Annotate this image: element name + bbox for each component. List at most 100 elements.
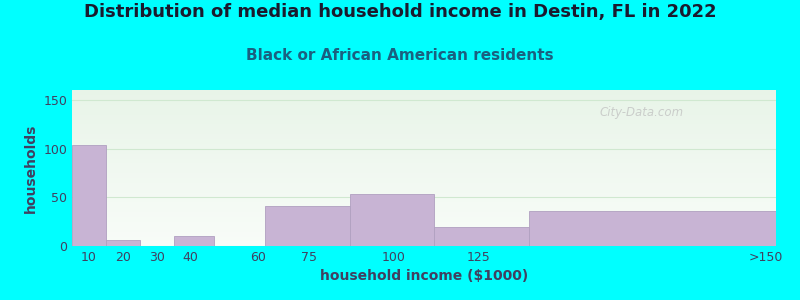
Bar [72, 108, 776, 109]
Bar [72, 211, 776, 212]
Bar [72, 118, 776, 119]
Text: City-Data.com: City-Data.com [600, 106, 684, 118]
Bar [72, 166, 776, 167]
Bar [72, 93, 776, 94]
Bar [72, 116, 776, 117]
Bar [72, 201, 776, 202]
Bar [72, 187, 776, 188]
Bar [72, 182, 776, 183]
Bar [72, 164, 776, 165]
Bar [72, 241, 776, 242]
Bar [72, 177, 776, 178]
Bar [72, 236, 776, 237]
Bar [72, 127, 776, 128]
Bar [72, 130, 776, 131]
Bar [72, 114, 776, 115]
Bar [72, 105, 776, 106]
Bar [72, 223, 776, 224]
Bar [72, 143, 776, 144]
Bar [72, 173, 776, 174]
Bar [72, 179, 776, 180]
Bar [72, 148, 776, 149]
Bar [72, 99, 776, 100]
Bar [72, 220, 776, 221]
Bar [72, 172, 776, 173]
Bar [72, 124, 776, 125]
Bar [72, 209, 776, 210]
Bar [72, 242, 776, 243]
Bar [72, 120, 776, 121]
Bar [72, 234, 776, 235]
Bar [72, 131, 776, 132]
Bar [72, 208, 776, 209]
Bar [72, 189, 776, 190]
Bar [72, 229, 776, 230]
Bar [72, 138, 776, 139]
Bar [72, 232, 776, 233]
Bar [72, 161, 776, 162]
Bar [350, 194, 434, 246]
Bar [434, 226, 529, 246]
Bar [72, 155, 776, 156]
Bar [72, 168, 776, 169]
Bar [72, 194, 776, 195]
Bar [72, 203, 776, 204]
Bar [72, 233, 776, 234]
Bar [72, 134, 776, 135]
Bar [72, 193, 776, 194]
Bar [72, 244, 776, 245]
Bar [72, 225, 776, 226]
Bar [72, 119, 776, 120]
Bar [72, 221, 776, 222]
Bar [72, 102, 776, 103]
Bar [72, 200, 776, 201]
Bar [72, 170, 776, 171]
Bar [72, 109, 776, 110]
Bar [72, 128, 776, 129]
Bar [72, 245, 776, 246]
Y-axis label: households: households [24, 123, 38, 213]
Bar [72, 216, 776, 217]
Bar [72, 94, 776, 95]
Bar [72, 237, 776, 238]
Bar [72, 196, 776, 197]
Bar [72, 129, 776, 130]
Bar [72, 115, 776, 116]
Bar [72, 183, 776, 184]
Bar [72, 133, 776, 134]
Bar [72, 195, 776, 196]
Bar [72, 231, 776, 232]
Bar [72, 180, 776, 181]
Bar [72, 137, 776, 138]
Bar [72, 217, 776, 218]
Bar [174, 236, 214, 246]
Bar [72, 112, 776, 113]
Bar [72, 192, 776, 193]
Bar [72, 171, 776, 172]
Bar [72, 163, 776, 164]
Bar [72, 174, 776, 175]
Bar [72, 96, 776, 97]
Bar [72, 207, 776, 208]
Bar [72, 240, 776, 241]
Bar [72, 139, 776, 140]
Bar [72, 186, 776, 187]
Bar [72, 238, 776, 239]
Bar [72, 218, 776, 219]
Bar [72, 206, 776, 207]
Bar [72, 156, 776, 157]
Bar [72, 176, 776, 177]
Bar [72, 197, 776, 198]
Bar [72, 145, 776, 146]
Bar [72, 157, 776, 158]
Bar [72, 227, 776, 228]
Bar [72, 154, 776, 155]
Bar [72, 228, 776, 229]
Bar [72, 184, 776, 185]
Bar [72, 153, 776, 154]
Bar [72, 224, 776, 225]
Bar [72, 222, 776, 223]
X-axis label: household income ($1000): household income ($1000) [320, 269, 528, 284]
Bar [72, 123, 776, 124]
Bar [72, 167, 776, 168]
